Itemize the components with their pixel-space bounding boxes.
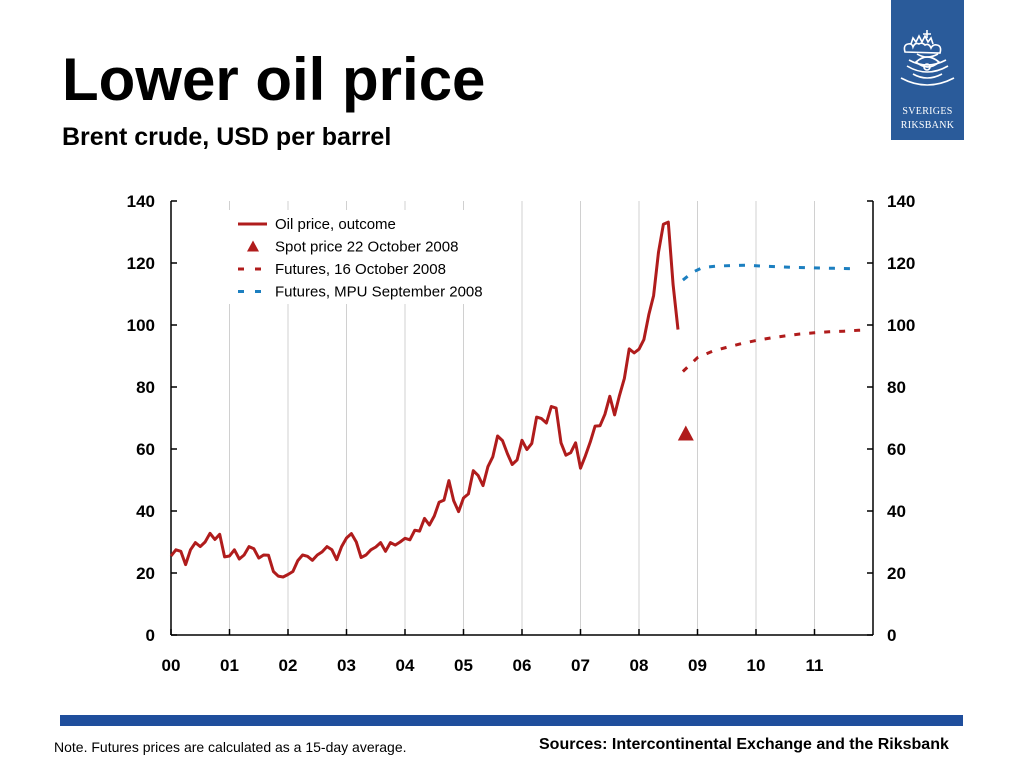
crown-emblem-icon: [900, 30, 955, 86]
footnote: Note. Futures prices are calculated as a…: [54, 739, 407, 755]
series-line-futures: [681, 328, 868, 373]
legend-label: Futures, 16 October 2008: [275, 261, 446, 278]
x-tick-label: 09: [688, 656, 707, 675]
x-tick-label: 06: [513, 656, 532, 675]
y-tick-label-left: 100: [127, 316, 155, 335]
y-tick-label-right: 60: [887, 440, 906, 459]
sources-text: Sources: Intercontinental Exchange and t…: [539, 736, 949, 753]
x-tick-label: 01: [220, 656, 239, 675]
bottom-bar: [60, 715, 963, 726]
logo-text-line2: RIKSBANK: [900, 120, 955, 131]
y-tick-label-right: 20: [887, 564, 906, 583]
legend-label: Futures, MPU September 2008: [275, 284, 483, 301]
spot-price-marker: [677, 425, 694, 441]
x-tick-label: 03: [337, 656, 356, 675]
x-tick-label: 04: [396, 656, 415, 675]
y-tick-label-right: 140: [887, 192, 915, 211]
series-line-outcome: [169, 220, 680, 579]
y-tick-label-right: 120: [887, 254, 915, 273]
y-tick-label-right: 100: [887, 316, 915, 335]
y-tick-label-left: 0: [146, 626, 155, 645]
y-tick-label-right: 0: [887, 626, 896, 645]
y-tick-label-left: 40: [136, 502, 155, 521]
y-tick-label-right: 40: [887, 502, 906, 521]
logo-text-line1: SVERIGES: [902, 106, 953, 117]
y-tick-label-left: 120: [127, 254, 155, 273]
legend-box: [228, 210, 521, 304]
x-tick-label: 11: [806, 656, 824, 675]
x-tick-label: 05: [454, 656, 473, 675]
legend-label: Spot price 22 October 2008: [275, 239, 458, 256]
legend-swatch: [247, 240, 259, 252]
y-tick-label-left: 20: [136, 564, 155, 583]
y-tick-label-right: 80: [887, 378, 906, 397]
x-tick-label: 00: [162, 656, 181, 675]
y-tick-label-left: 60: [136, 440, 155, 459]
y-tick-label-left: 80: [136, 378, 155, 397]
riksbank-logo: SVERIGES RIKSBANK: [891, 0, 964, 140]
x-tick-label: 02: [279, 656, 298, 675]
series-line-futures: [681, 263, 859, 282]
x-tick-label: 08: [630, 656, 649, 675]
slide-title: Lower oil price: [62, 46, 486, 113]
x-tick-label: 07: [571, 656, 590, 675]
legend-label: Oil price, outcome: [275, 216, 396, 233]
x-tick-label: 10: [747, 656, 766, 675]
slide-subtitle: Brent crude, USD per barrel: [62, 123, 392, 151]
y-tick-label-left: 140: [127, 192, 155, 211]
